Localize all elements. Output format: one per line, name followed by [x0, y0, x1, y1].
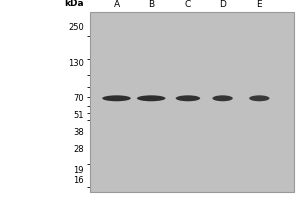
Text: B: B: [148, 0, 154, 9]
Text: 19: 19: [74, 166, 84, 175]
Text: 38: 38: [73, 128, 84, 137]
Text: 250: 250: [68, 23, 84, 32]
Text: 16: 16: [74, 176, 84, 185]
Text: A: A: [113, 0, 120, 9]
Text: kDa: kDa: [64, 0, 84, 8]
Text: C: C: [185, 0, 191, 9]
Text: 28: 28: [74, 145, 84, 154]
Text: 70: 70: [74, 94, 84, 103]
Text: D: D: [219, 0, 226, 9]
Text: 51: 51: [74, 111, 84, 120]
Text: E: E: [256, 0, 262, 9]
Text: 130: 130: [68, 59, 84, 68]
